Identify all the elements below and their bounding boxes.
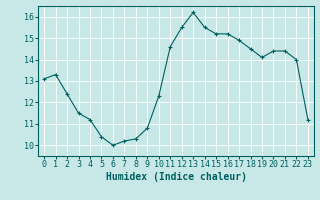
X-axis label: Humidex (Indice chaleur): Humidex (Indice chaleur) (106, 172, 246, 182)
